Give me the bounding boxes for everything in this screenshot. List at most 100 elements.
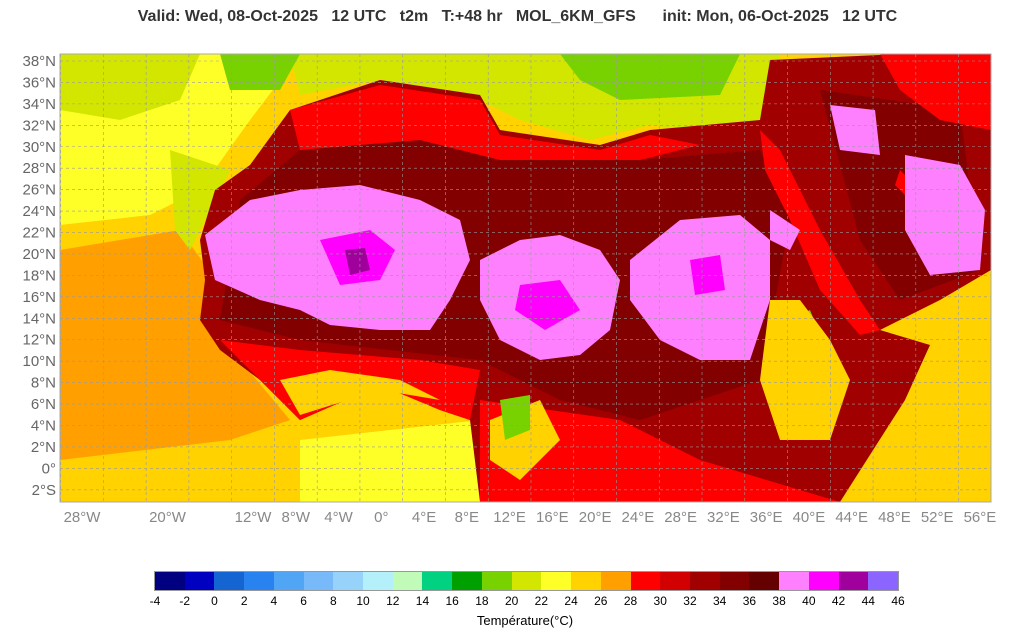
- longitude-label: 4°W: [324, 509, 353, 526]
- longitude-labels: 28°W 20°W 12°W 8°W 4°W 0° 4°E 8°E 12°E 16°E 20°E 24…: [64, 509, 997, 526]
- colorbar-swatch: [363, 572, 393, 590]
- longitude-label: 20°W: [149, 509, 187, 526]
- colorbar-swatch: [779, 572, 809, 590]
- longitude-label: 24°E: [622, 509, 655, 526]
- colorbar-swatch: [155, 572, 185, 590]
- latitude-label: 12°N: [22, 332, 56, 349]
- colorbar-tick-label: 36: [742, 594, 757, 608]
- peak-heat-spot: [320, 230, 725, 330]
- ocean-south-cool: [300, 420, 480, 502]
- colorbar-swatch: [689, 572, 720, 590]
- colorbar-tick-label: -2: [179, 594, 191, 608]
- longitude-label: 28°W: [64, 509, 102, 526]
- colorbar-label: Température(°C): [476, 613, 574, 628]
- north-coast-warm: [290, 54, 991, 160]
- colorbar-tick-label: 0: [211, 594, 218, 608]
- colorbar-tick-label: 18: [475, 594, 489, 608]
- colorbar-swatch: [838, 572, 869, 590]
- ocean-cool-region: [60, 54, 230, 250]
- longitude-label: 8°W: [282, 509, 311, 526]
- colorbar-swatch: [481, 572, 512, 590]
- latitude-label: 36°N: [22, 74, 56, 91]
- colorbar-swatch: [333, 572, 364, 590]
- latitude-label: 22°N: [22, 225, 56, 242]
- longitude-label: 8°E: [455, 509, 479, 526]
- latitude-label: 24°N: [22, 203, 56, 220]
- colorbar-tick-label: 20: [504, 594, 519, 608]
- map-frame: [59, 53, 992, 503]
- longitude-label: 52°E: [921, 509, 954, 526]
- colorbar-swatch: [273, 572, 304, 590]
- longitude-label: 12°W: [235, 509, 273, 526]
- longitude-label: 40°E: [793, 509, 826, 526]
- colorbar-swatch: [630, 572, 661, 590]
- longitude-label: 48°E: [878, 509, 911, 526]
- latitude-label: 2°S: [32, 482, 56, 499]
- colorbar-swatch: [392, 572, 423, 590]
- longitude-label: 0°: [374, 509, 388, 526]
- colorbar-tick-label: 32: [683, 594, 697, 608]
- latitude-label: 18°N: [22, 267, 56, 284]
- colorbar-tick-label: 4: [270, 594, 278, 608]
- colorbar-tick-label: 28: [623, 594, 638, 608]
- colorbar-swatch: [868, 572, 898, 590]
- latitude-label: 14°N: [22, 310, 56, 327]
- colorbar-swatch: [600, 572, 631, 590]
- latitude-label: 0°: [42, 460, 56, 477]
- longitude-label: 32°E: [707, 509, 740, 526]
- map-title: Valid: Wed, 08-Oct-2025 12 UTC t2m T:+48…: [137, 8, 898, 25]
- highlands-mild: [760, 300, 850, 440]
- colorbar-tick-label: 6: [300, 594, 307, 608]
- colorbar-tick-label: 46: [891, 594, 905, 608]
- colorbar-swatch: [214, 572, 245, 590]
- graticule: [60, 54, 991, 502]
- colorbar-tick-label: 44: [861, 594, 875, 608]
- mediterranean-cool: [220, 54, 740, 100]
- colorbar-swatch: [422, 572, 453, 590]
- longitude-label: 44°E: [835, 509, 868, 526]
- peak-heat-core: [345, 248, 370, 275]
- latitude-label: 28°N: [22, 160, 56, 177]
- colorbar-tick-label: 34: [712, 594, 727, 608]
- longitude-label: 36°E: [750, 509, 783, 526]
- latitude-label: 26°N: [22, 182, 56, 199]
- colorbar-tick-label: 24: [564, 594, 578, 608]
- longitude-label: 28°E: [664, 509, 697, 526]
- colorbar-tick-label: 30: [653, 594, 667, 608]
- colorbar-swatch: [303, 572, 334, 590]
- colorbar-swatch: [719, 572, 750, 590]
- colorbar-tick-label: 42: [831, 594, 846, 608]
- colorbar-tick-label: 26: [594, 594, 608, 608]
- coast-mild: [280, 370, 560, 480]
- colorbar-swatch: [244, 572, 274, 590]
- latitude-label: 4°N: [31, 417, 56, 434]
- longitude-label: 12°E: [493, 509, 526, 526]
- longitude-label: 56°E: [964, 509, 997, 526]
- colorbar: [154, 571, 899, 591]
- map-field: [60, 54, 991, 502]
- latitude-label: 38°N: [22, 53, 56, 70]
- latitude-label: 6°N: [31, 396, 56, 413]
- latitude-label: 2°N: [31, 439, 56, 456]
- latitude-labels: 38°N 36°N 34°N 32°N 30°N 28°N 26°N 24°N 22°N 20°N…: [22, 53, 56, 499]
- longitude-label: 20°E: [579, 509, 612, 526]
- colorbar-tick-label: 12: [386, 594, 400, 608]
- colorbar-tick-label: 10: [356, 594, 370, 608]
- colorbar-tick-label: -4: [149, 594, 161, 608]
- latitude-label: 10°N: [22, 353, 56, 370]
- colorbar-tick-label: 38: [772, 594, 786, 608]
- longitude-label: 4°E: [412, 509, 436, 526]
- latitude-label: 34°N: [22, 96, 56, 113]
- latitude-label: 30°N: [22, 139, 56, 156]
- colorbar-tick-label: 16: [445, 594, 459, 608]
- ocean-warm-region: [60, 230, 290, 460]
- latitude-label: 16°N: [22, 289, 56, 306]
- colorbar-swatch: [660, 572, 690, 590]
- colorbar-swatch: [452, 572, 482, 590]
- colorbar-swatch: [541, 572, 572, 590]
- colorbar-swatch: [511, 572, 542, 590]
- colorbar-swatch: [184, 572, 215, 590]
- longitude-label: 16°E: [536, 509, 569, 526]
- colorbar-tick-label: 40: [802, 594, 816, 608]
